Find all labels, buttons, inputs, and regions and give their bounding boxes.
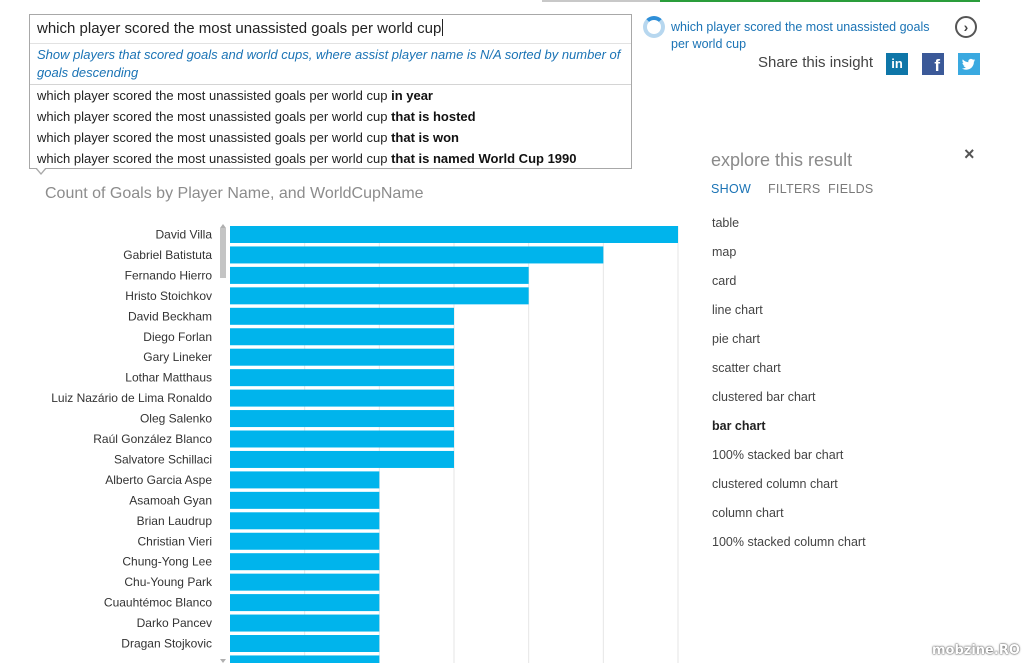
- text-caret: [442, 19, 444, 36]
- explore-panel-title: explore this result: [711, 150, 853, 170]
- scroll-down-arrow[interactable]: [220, 659, 226, 663]
- share-label: Share this insight: [758, 54, 874, 71]
- bar[interactable]: [230, 614, 380, 632]
- bar[interactable]: [230, 573, 380, 591]
- bar[interactable]: [230, 450, 454, 468]
- chevron-right-icon: ›: [963, 19, 969, 35]
- bar[interactable]: [230, 307, 454, 325]
- suggestion-item[interactable]: which player scored the most unassisted …: [30, 106, 631, 127]
- bar-chart: David Villa Gabriel Batistuta Fernando Hie…: [51, 226, 679, 663]
- twitter-share-icon[interactable]: [958, 53, 980, 75]
- query-input[interactable]: which player scored the most unassisted …: [30, 15, 631, 44]
- bar[interactable]: [230, 532, 380, 550]
- category-label: Hristo Stoichkov: [125, 289, 212, 303]
- category-label: Fernando Hierro: [125, 268, 213, 282]
- category-label: David Villa: [156, 228, 213, 242]
- suggestion-base-text: which player scored the most unassisted …: [37, 109, 392, 124]
- viz-option-clustered-column-chart[interactable]: clustered column chart: [712, 477, 838, 491]
- category-label: Asamoah Gyan: [129, 493, 212, 507]
- bar[interactable]: [230, 430, 454, 448]
- query-restatement[interactable]: Show players that scored goals and world…: [30, 44, 631, 85]
- category-label: Lothar Matthaus: [125, 371, 212, 385]
- viz-option-scatter-chart[interactable]: scatter chart: [712, 361, 781, 375]
- viz-option-line-chart[interactable]: line chart: [712, 303, 763, 317]
- chart-title: Count of Goals by Player Name, and World…: [45, 185, 424, 202]
- loading-spinner-icon: [643, 16, 665, 38]
- tab-fields[interactable]: FIELDS: [828, 182, 874, 196]
- twitter-bird-icon: [962, 58, 976, 70]
- viz-option-bar-chart[interactable]: bar chart: [712, 419, 766, 433]
- viz-option-100-stacked-bar-chart[interactable]: 100% stacked bar chart: [712, 448, 844, 462]
- category-label: Dragan Stojkovic: [121, 637, 212, 651]
- scroll-up-arrow[interactable]: [220, 224, 226, 228]
- category-label: Oleg Salenko: [140, 412, 212, 426]
- category-label: Raúl González Blanco: [93, 432, 212, 446]
- category-label: Salvatore Schillaci: [114, 452, 212, 466]
- viz-option-map[interactable]: map: [712, 245, 737, 259]
- suggestion-base-text: which player scored the most unassisted …: [37, 130, 392, 145]
- insight-title-link[interactable]: which player scored the most unassisted …: [671, 20, 930, 51]
- bar[interactable]: [230, 553, 380, 571]
- category-label: Brian Laudrup: [137, 514, 213, 528]
- suggestion-list: which player scored the most unassisted …: [30, 85, 631, 169]
- bar[interactable]: [230, 328, 454, 346]
- suggestion-item[interactable]: which player scored the most unassisted …: [30, 127, 631, 148]
- bar[interactable]: [230, 226, 678, 243]
- bar[interactable]: [230, 471, 380, 489]
- suggestion-completion-text: that is hosted: [391, 109, 476, 124]
- bar[interactable]: [230, 266, 529, 284]
- watermark-logo: mobzine.RO: [932, 643, 1020, 658]
- category-label: Darko Pancev: [137, 616, 212, 630]
- tab-show[interactable]: SHOW: [711, 182, 752, 196]
- viz-option-clustered-bar-chart[interactable]: clustered bar chart: [712, 390, 816, 404]
- category-label: Chu-Young Park: [124, 575, 213, 589]
- suggestion-item[interactable]: which player scored the most unassisted …: [30, 85, 631, 106]
- category-label: Gary Lineker: [143, 350, 212, 364]
- tab-filters[interactable]: FILTERS: [768, 182, 821, 196]
- category-label: David Beckham: [128, 309, 212, 323]
- bar[interactable]: [230, 246, 604, 264]
- category-label: Luiz Nazário de Lima Ronaldo: [51, 391, 212, 405]
- visualization-list: table map card line chart pie chart scatter c…: [712, 215, 866, 563]
- category-label: Diego Forlan: [143, 330, 212, 344]
- category-label: Chung-Yong Lee: [122, 555, 212, 569]
- viz-option-100-stacked-column-chart[interactable]: 100% stacked column chart: [712, 535, 866, 549]
- suggestion-completion-text: that is won: [391, 130, 459, 145]
- viz-option-column-chart[interactable]: column chart: [712, 506, 784, 520]
- bar[interactable]: [230, 512, 380, 530]
- query-box-pointer: [35, 167, 47, 175]
- query-input-text: which player scored the most unassisted …: [37, 20, 442, 37]
- query-autocomplete-box: which player scored the most unassisted …: [29, 14, 632, 169]
- category-label: Christian Vieri: [138, 534, 212, 548]
- chart-scrollbar[interactable]: [220, 228, 226, 663]
- suggestion-completion-text: in year: [391, 88, 433, 103]
- top-divider-gray: [542, 0, 660, 2]
- bar[interactable]: [230, 369, 454, 387]
- linkedin-share-icon[interactable]: in: [886, 53, 908, 75]
- category-label: Gabriel Batistuta: [123, 248, 212, 262]
- facebook-share-icon[interactable]: f: [922, 53, 944, 75]
- suggestion-completion-text: that is named World Cup 1990: [391, 151, 577, 166]
- bar[interactable]: [230, 287, 529, 305]
- suggestion-item[interactable]: which player scored the most unassisted …: [30, 148, 631, 169]
- top-divider-green: [660, 0, 980, 2]
- bar[interactable]: [230, 410, 454, 428]
- viz-option-pie-chart[interactable]: pie chart: [712, 332, 760, 346]
- scrollbar-thumb[interactable]: [220, 228, 226, 278]
- bar-partial[interactable]: [230, 655, 380, 663]
- category-label: Cuauhtémoc Blanco: [104, 596, 212, 610]
- close-icon[interactable]: ×: [964, 144, 975, 164]
- viz-option-card[interactable]: card: [712, 274, 737, 288]
- bar[interactable]: [230, 389, 454, 407]
- next-insight-button[interactable]: ›: [955, 16, 977, 38]
- bar[interactable]: [230, 594, 380, 612]
- bar[interactable]: [230, 348, 454, 366]
- suggestion-base-text: which player scored the most unassisted …: [37, 151, 392, 166]
- bar[interactable]: [230, 491, 380, 509]
- suggestion-base-text: which player scored the most unassisted …: [37, 88, 392, 103]
- bar[interactable]: [230, 635, 380, 652]
- viz-option-table[interactable]: table: [712, 216, 740, 230]
- category-label: Alberto Garcia Aspe: [105, 473, 212, 487]
